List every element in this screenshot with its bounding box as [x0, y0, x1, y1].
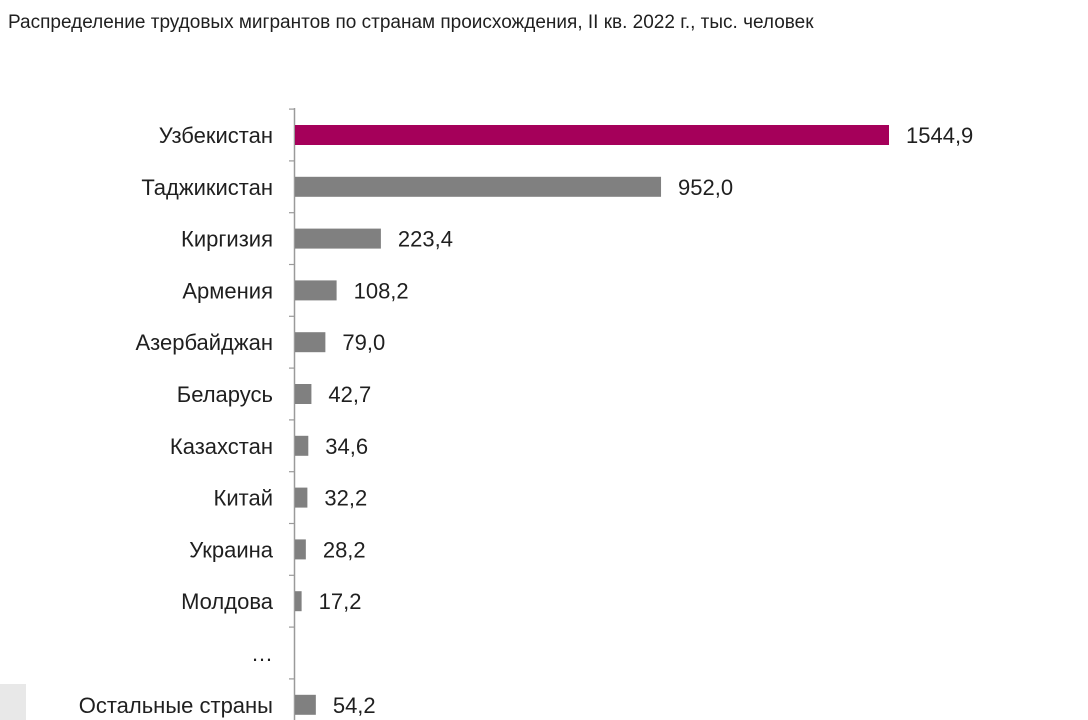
bar	[295, 332, 326, 353]
value-label: 17,2	[319, 589, 362, 614]
bar	[295, 176, 662, 197]
bar	[295, 280, 337, 301]
bar	[295, 384, 312, 404]
value-label: 32,2	[324, 486, 367, 511]
category-label: Китай	[214, 486, 273, 511]
value-label: 108,2	[354, 278, 409, 303]
category-label: Остальные страны	[79, 693, 273, 718]
value-label: 42,7	[328, 382, 371, 407]
value-label: 54,2	[333, 693, 376, 718]
category-label: Киргизия	[181, 227, 273, 252]
bar	[295, 125, 889, 145]
category-label: Молдова	[181, 589, 274, 614]
value-label: 28,2	[323, 537, 366, 562]
category-label: Армения	[182, 278, 273, 303]
bar	[295, 435, 309, 456]
bar	[295, 694, 316, 715]
category-label: Узбекистан	[159, 123, 273, 148]
bar	[295, 539, 306, 560]
value-label: 952,0	[678, 175, 733, 200]
value-label: 34,6	[325, 434, 368, 459]
bar	[295, 487, 308, 508]
category-label: Казахстан	[170, 434, 273, 459]
value-label: 223,4	[398, 227, 453, 252]
corner-fragment	[0, 684, 26, 720]
bar	[295, 228, 381, 249]
category-label: Таджикистан	[141, 175, 273, 200]
category-label: Азербайджан	[135, 330, 273, 355]
category-label: Беларусь	[177, 382, 273, 407]
value-label: 79,0	[342, 330, 385, 355]
category-label: …	[251, 641, 273, 666]
chart-title: Распределение трудовых мигрантов по стра…	[8, 12, 814, 33]
category-label: Украина	[189, 537, 274, 562]
value-label: 1544,9	[906, 123, 973, 148]
bar	[295, 591, 302, 612]
